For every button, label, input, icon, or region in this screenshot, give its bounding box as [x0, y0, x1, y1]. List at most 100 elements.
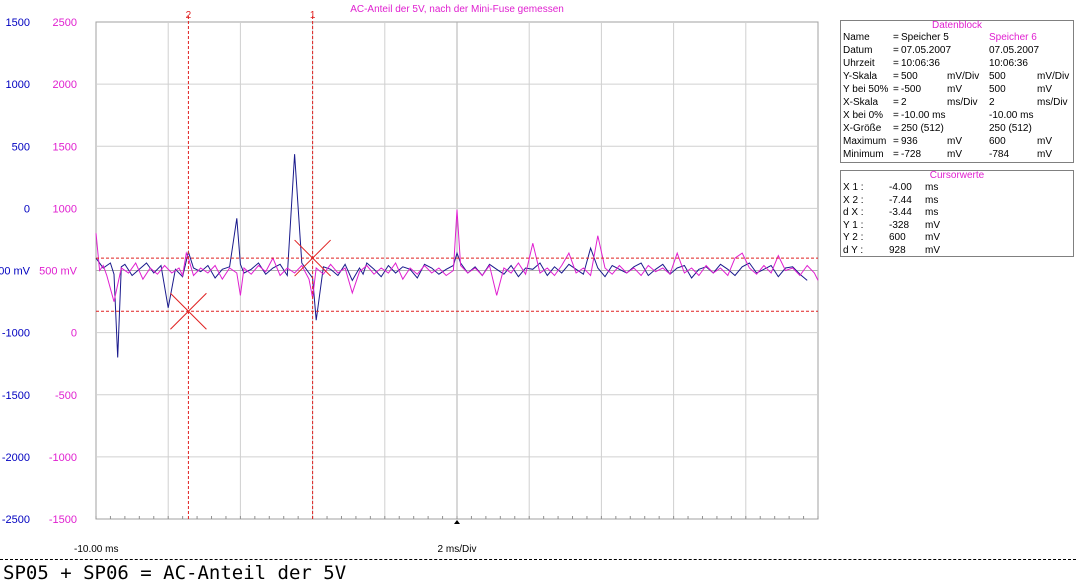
y-tick-label-pink: 1000: [53, 203, 77, 215]
datenblock-cell-u1: mV: [947, 136, 962, 147]
datenblock-cell-eq: =: [893, 110, 899, 121]
datenblock-cell-label: X bei 0%: [843, 110, 884, 121]
x-start-label: -10.00 ms: [74, 544, 118, 555]
datenblock-cell-v1: 2: [901, 97, 907, 108]
datenblock-cell-v1: -728: [901, 149, 922, 160]
y-tick-label-blue: 0: [24, 203, 30, 215]
y-tick-label-blue: -2500: [2, 514, 30, 526]
footer-caption: SP05 + SP06 = AC-Anteil der 5V: [3, 562, 347, 584]
datenblock-cell-v1: 250 (512): [901, 123, 944, 134]
y-tick-label-pink: 2500: [53, 17, 77, 29]
datenblock-cell-u1: ms/Div: [947, 97, 978, 108]
cursorwerte-cell-value: 600: [889, 232, 906, 243]
x-scale-label: 2 ms/Div: [438, 544, 477, 555]
y-tick-label-pink: -1500: [49, 514, 77, 526]
datenblock-cell-v1: -500: [901, 84, 922, 95]
datenblock-cell-label: Maximum: [843, 136, 887, 147]
datenblock-cell-eq: =: [893, 58, 899, 69]
datenblock-cell-v1: Speicher 5: [901, 32, 949, 43]
series-line-speicher-6: [95, 209, 819, 302]
cursorwerte-cell-label: d Y :: [843, 244, 864, 256]
datenblock-cell-v1: 10:06:36: [901, 58, 940, 69]
datenblock-cell-v2: 2: [989, 97, 995, 108]
datenblock-cell-v1: 500: [901, 71, 918, 82]
datenblock-cell-label: X-Skala: [843, 97, 879, 108]
datenblock-cell-u1: mV/Div: [947, 71, 980, 82]
datenblock-cell-label: Minimum: [843, 149, 884, 160]
y-tick-label-blue: -1000: [2, 328, 30, 340]
y-tick-label-blue: 500: [12, 141, 30, 153]
datenblock-cell-eq: =: [893, 123, 899, 134]
cursor-cross-2: [170, 292, 207, 330]
footer-divider: [0, 559, 1076, 560]
datenblock-cell-u2: mV/Div: [1037, 71, 1070, 82]
y-tick-label-blue: -500 mV: [0, 266, 31, 278]
datenblock-cell-label: X-Größe: [843, 123, 882, 134]
datenblock-cell-v1: -10.00 ms: [901, 110, 946, 121]
y-tick-label-pink: 0: [71, 328, 77, 340]
datenblock-cell-eq: =: [893, 97, 899, 108]
datenblock-cell-v2: 500: [989, 84, 1006, 95]
cursorwerte-cell-unit: mV: [925, 219, 940, 231]
cursorwerte-cell-label: X 1 :: [843, 182, 864, 193]
datenblock-cell-u1: mV: [947, 84, 962, 95]
cursorwerte-cell-label: Y 2 :: [843, 232, 864, 243]
cursorwerte-cell-unit: ms: [925, 194, 939, 206]
datenblock-cell-v2: 600: [989, 136, 1006, 147]
cursor-cross-1: [294, 239, 331, 277]
datenblock-cell-u1: mV: [947, 149, 962, 160]
cursorwerte-cell-value: -328: [889, 219, 910, 231]
cursor-label-2: 2: [186, 10, 192, 21]
datenblock-cell-v1: 07.05.2007: [901, 45, 952, 56]
datenblock-cell-eq: =: [893, 45, 899, 56]
datenblock-cell-label: Y-Skala: [843, 71, 878, 82]
cursorwerte-cell-value: -3.44: [889, 207, 912, 218]
datenblock-cell-v2: 10:06:36: [989, 58, 1028, 69]
datenblock-cell-eq: =: [893, 136, 899, 147]
datenblock-cell-eq: =: [893, 84, 899, 95]
datenblock-cell-eq: =: [893, 149, 899, 160]
cursorwerte-cell-label: Y 1 :: [843, 219, 864, 231]
y-tick-label-blue: 1000: [6, 79, 30, 91]
datenblock-cell-u2: mV: [1037, 84, 1052, 95]
y-tick-label-blue: -2000: [2, 452, 30, 464]
oscilloscope-chart: 1500 1000 500 0 -500 mV -1000 -1500 -2000 -2500 2…: [0, 4, 819, 555]
datenblock-cell-label: Y bei 50%: [843, 84, 889, 95]
y-tick-label-pink: -500: [55, 390, 77, 402]
datenblock-cell-eq: =: [893, 32, 899, 43]
datenblock-cell-u2: mV: [1037, 149, 1052, 160]
datenblock-cell-u2: mV: [1037, 136, 1052, 147]
cursorwerte-cell-unit: ms: [925, 182, 939, 193]
cursorwerte-cell-unit: mV: [925, 244, 940, 256]
cursorwerte-title: Cursorwerte: [929, 170, 985, 181]
datenblock-cell-label: Datum: [843, 45, 873, 56]
datenblock-cell-u2: ms/Div: [1037, 97, 1068, 108]
cursorwerte-cell-label: X 2 :: [843, 194, 864, 206]
cursorwerte-cell-value: 928: [889, 244, 906, 256]
cursorwerte-cell-value: -7.44: [889, 194, 912, 206]
datenblock-cell-v1: 936: [901, 136, 918, 147]
datenblock-cell-label: Name: [843, 32, 870, 43]
datenblock-title: Datenblock: [931, 20, 983, 31]
cursorwerte-cell-label: d X :: [843, 207, 864, 218]
datenblock-cell-label: Uhrzeit: [843, 58, 875, 69]
cursorwerte-cell-unit: mV: [925, 232, 940, 243]
footer: SP05 + SP06 = AC-Anteil der 5V: [0, 559, 1076, 587]
y-tick-label-pink: -1000: [49, 452, 77, 464]
datenblock-cell-eq: =: [893, 71, 899, 82]
datenblock-cell-v2: -784: [989, 149, 1010, 160]
y-tick-label-pink: 500 mV: [39, 266, 78, 278]
y-tick-label-blue: 1500: [6, 17, 30, 29]
y-tick-label-blue: -1500: [2, 390, 30, 402]
y-tick-label-pink: 2000: [53, 79, 77, 91]
cursorwerte-cell-value: -4.00: [889, 182, 912, 193]
datenblock-cell-v2: 500: [989, 71, 1006, 82]
trigger-marker: [454, 520, 460, 524]
datenblock-cell-v2: -10.00 ms: [989, 110, 1034, 121]
cursorwerte-panel: Cursorwerte X 1 : -4.00 ms X 2 : -7.44 ms d X …: [840, 170, 1074, 257]
cursor-label-1: 1: [310, 10, 316, 21]
datenblock-panel: Datenblock Name = Speicher 5 Speicher 6 Datu…: [840, 20, 1074, 163]
y-tick-label-pink: 1500: [53, 141, 77, 153]
cursorwerte-cell-unit: ms: [925, 207, 939, 218]
datenblock-cell-v2: 07.05.2007: [989, 45, 1040, 56]
